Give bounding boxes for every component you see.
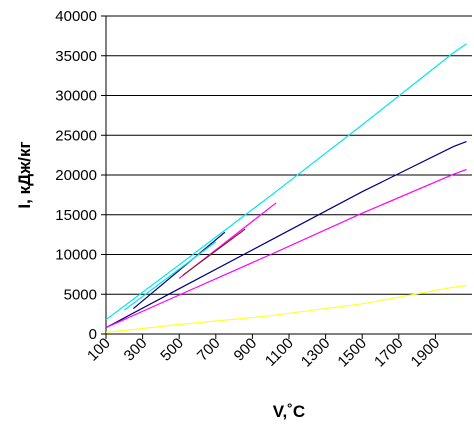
series-line-0 [105,43,467,321]
x-tick-label-3: 700 [194,335,224,365]
x-tick-label-4: 900 [231,335,261,365]
axes [101,15,472,339]
x-tick-label-8: 1700 [371,335,407,371]
series-line-1 [105,141,467,329]
y-tick-label-0: 0 [89,326,97,343]
gridlines [106,15,472,295]
series-line-3 [105,284,467,333]
y-tick-label-1: 5000 [64,286,97,303]
y-tick-label-2: 10000 [55,247,97,264]
y-tick-label-7: 35000 [55,48,97,65]
y-tick-labels: 0 5000 10000 15000 20000 25000 30000 35000 40000 [55,8,97,343]
series-line-2 [105,168,467,329]
y-tick-label-5: 25000 [55,127,97,144]
x-tick-label-6: 1300 [298,335,334,371]
x-tick-label-7: 1500 [334,335,370,371]
x-tick-label-2: 500 [157,335,187,365]
x-tick-label-5: 1100 [262,335,297,370]
series-line-4 [133,231,226,310]
x-axis-label: V,˚С [273,402,305,421]
y-tick-label-8: 40000 [55,8,97,25]
series-group [105,43,467,333]
y-tick-label-3: 15000 [55,207,97,224]
y-tick-label-4: 20000 [55,167,97,184]
x-tick-label-1: 300 [121,335,151,365]
series-line-5 [123,241,217,311]
x-tick-labels: 100 300 500 700 900 1100 1300 1500 1700 1900 [84,335,443,371]
y-tick-label-6: 30000 [55,88,97,105]
y-axis-label: I, кДж/кг [15,141,34,208]
series-line-7 [182,228,246,276]
x-tick-label-9: 1900 [408,335,444,371]
